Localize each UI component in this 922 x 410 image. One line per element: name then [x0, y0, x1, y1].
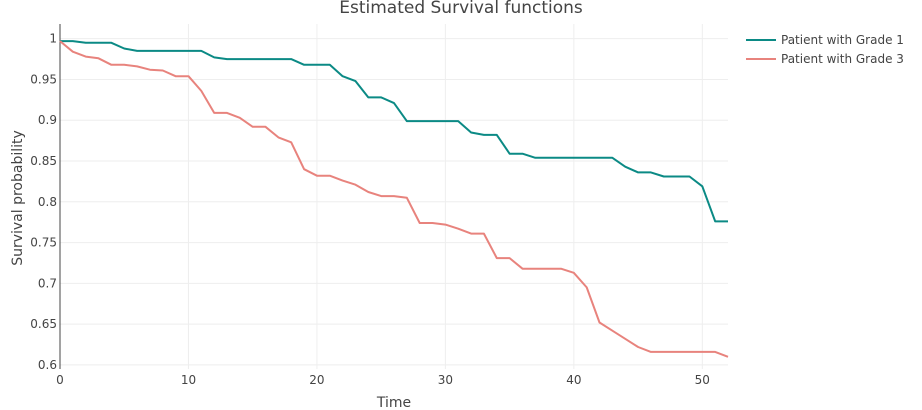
y-tick-label: 0.6 — [38, 358, 57, 372]
x-tick-label: 10 — [181, 373, 196, 387]
y-tick-label: 0.9 — [38, 113, 57, 127]
y-tick-label: 0.7 — [38, 276, 57, 290]
x-tick-label: 30 — [438, 373, 453, 387]
legend-item-2[interactable]: Patient with Grade 3 — [746, 52, 904, 66]
legend-item-1[interactable]: Patient with Grade 1 — [746, 33, 904, 47]
legend-label: Patient with Grade 1 — [781, 33, 904, 47]
x-tick-label: 0 — [56, 373, 64, 387]
y-tick-label: 0.85 — [30, 154, 57, 168]
y-axis-title: Survival probability — [10, 130, 26, 266]
x-tick-label: 40 — [566, 373, 581, 387]
chart-title: Estimated Survival functions — [339, 0, 583, 18]
y-tick-labels: 0.6 0.65 0.7 0.75 0.8 0.85 0.9 0.95 1 — [30, 32, 57, 372]
grid — [59, 24, 728, 369]
legend-label: Patient with Grade 3 — [781, 52, 904, 66]
y-tick-label: 1 — [49, 32, 57, 46]
legend: Patient with Grade 1 Patient with Grade 3 — [746, 33, 904, 66]
x-tick-label: 20 — [309, 373, 324, 387]
series-line-2 — [59, 40, 729, 358]
y-tick-label: 0.65 — [30, 317, 57, 331]
series-line-1 — [60, 40, 728, 223]
series-lines — [59, 40, 729, 358]
x-tick-labels: 0 10 20 30 40 50 — [56, 373, 710, 387]
y-tick-label: 0.75 — [30, 236, 57, 250]
y-tick-label: 0.95 — [30, 72, 57, 86]
x-axis-title: Time — [376, 395, 411, 410]
y-tick-label: 0.8 — [38, 195, 57, 209]
x-tick-label: 50 — [695, 373, 710, 387]
